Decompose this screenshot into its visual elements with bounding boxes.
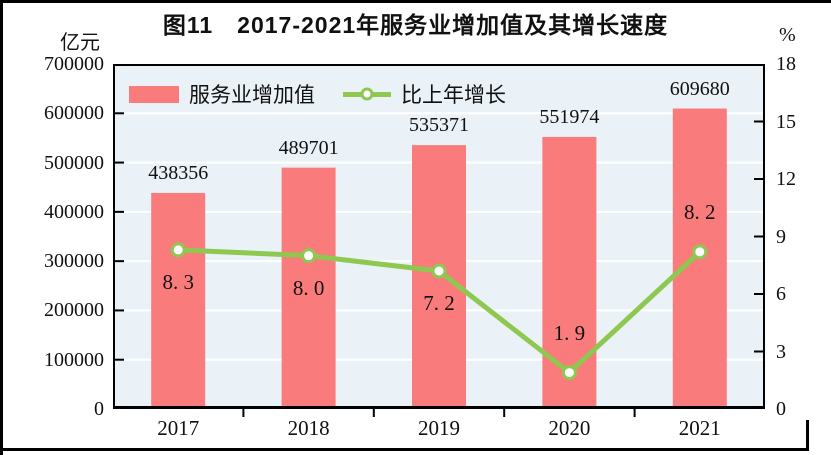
legend-line-swatch-icon	[343, 85, 391, 103]
x-axis-tick-label: 2021	[678, 416, 721, 440]
x-axis-tick-label: 2020	[548, 416, 591, 440]
bar-value-label: 609680	[669, 77, 730, 100]
plot-area: 服务业增加值 比上年增长	[113, 64, 765, 417]
y-axis-left-tick-label: 500000	[44, 151, 104, 174]
bar-value-label: 438356	[148, 161, 209, 184]
y-axis-right-tick-label: 18	[776, 53, 796, 75]
bar-value-label: 489701	[278, 136, 339, 159]
y-axis-right-tick-label: 9	[776, 225, 786, 248]
legend-line-marker-icon	[360, 87, 374, 101]
x-axis-tick-label: 2019	[418, 416, 460, 440]
y-axis-right-tick-label: 3	[776, 340, 786, 363]
y-axis-left-tick-label: 700000	[44, 53, 104, 75]
right-axis-unit: %	[779, 24, 796, 46]
growth-value-label: 1. 9	[553, 320, 586, 345]
y-axis-right-tick-label: 15	[776, 110, 796, 133]
document-border-top	[0, 0, 831, 3]
bar-value-label: 535371	[409, 114, 469, 137]
document-border-right-stub	[806, 420, 809, 451]
document-border-bottom	[0, 448, 808, 451]
document-border-left	[0, 0, 3, 455]
chart-canvas	[113, 64, 765, 417]
bar-value-label: 551974	[539, 105, 600, 128]
y-axis-right-tick-label: 0	[776, 398, 786, 420]
growth-value-label: 8. 2	[684, 199, 716, 224]
legend-bar-label: 服务业增加值	[189, 84, 315, 107]
growth-value-label: 7. 2	[423, 291, 455, 315]
left-axis-unit: 亿元	[60, 32, 100, 54]
growth-value-label: 8. 0	[292, 275, 325, 300]
x-axis-tick-label: 2018	[287, 416, 330, 440]
growth-value-label: 8. 3	[162, 269, 194, 294]
y-axis-left-tick-label: 600000	[44, 102, 104, 125]
x-axis-tick-label: 2017	[157, 416, 200, 440]
legend-bar-swatch-icon	[129, 85, 179, 103]
chart-title: 图11 2017-2021年服务业增加值及其增长速度	[162, 12, 669, 38]
y-axis-right-tick-label: 6	[776, 283, 786, 305]
y-axis-right-tick-label: 12	[776, 168, 796, 190]
y-axis-left-tick-label: 400000	[44, 200, 104, 223]
legend-line-label: 比上年增长	[401, 84, 506, 107]
y-axis-left-tick-label: 300000	[44, 250, 104, 273]
y-axis-left-tick-label: 0	[94, 398, 104, 420]
y-axis-left-tick-label: 100000	[44, 348, 104, 371]
legend: 服务业增加值 比上年增长	[129, 79, 506, 109]
y-axis-left-tick-label: 200000	[44, 299, 104, 322]
